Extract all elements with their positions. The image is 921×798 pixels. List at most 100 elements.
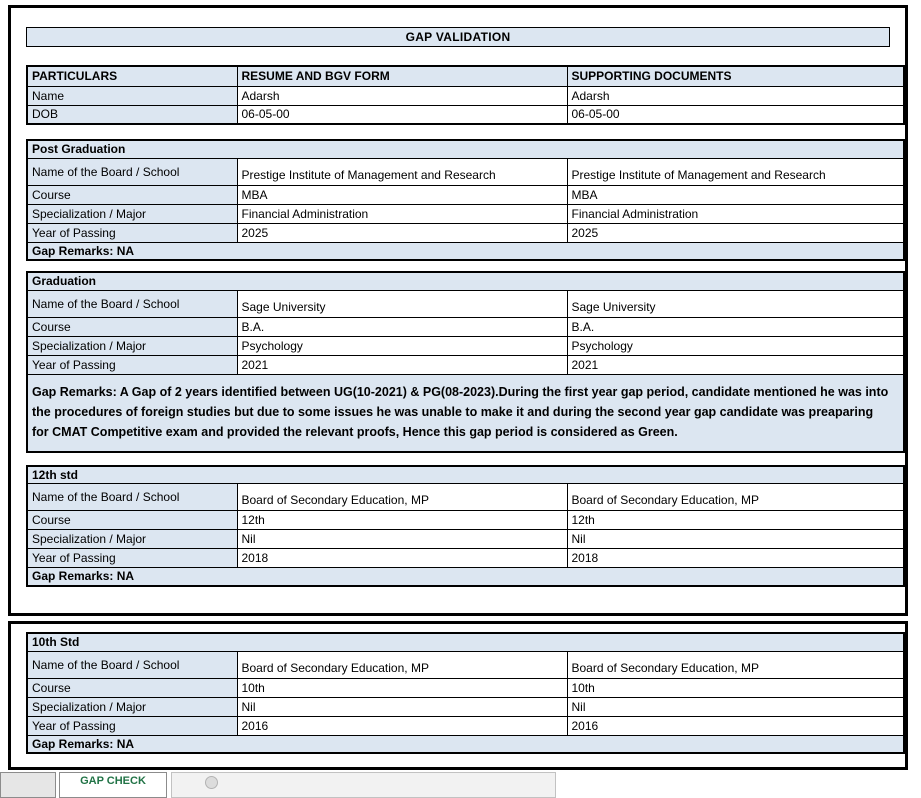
table-row: Name of the Board / School Board of Secon… bbox=[26, 650, 905, 679]
resume-value: MBA bbox=[236, 184, 568, 205]
supporting-value: 2018 bbox=[566, 548, 905, 568]
education-section-table: Graduation Name of the Board / School Sage… bbox=[26, 271, 905, 453]
section-title-row: 10th Std bbox=[26, 632, 905, 652]
education-section-table: Post Graduation Name of the Board / Schoo… bbox=[26, 139, 906, 261]
table-row: Name of the Board / School Prestige Insti… bbox=[26, 157, 905, 186]
gap-remarks-row: Gap Remarks: NA bbox=[26, 241, 905, 261]
gap-remarks: Gap Remarks: NA bbox=[26, 241, 905, 261]
resume-value: 2025 bbox=[236, 222, 568, 243]
resume-value: Nil bbox=[236, 529, 568, 549]
table-row: Course 12th 12th bbox=[26, 510, 905, 530]
table-row: Year of Passing 2025 2025 bbox=[26, 222, 905, 243]
row-label: Year of Passing bbox=[26, 548, 238, 568]
page-title: GAP VALIDATION bbox=[26, 27, 890, 47]
row-label: Specialization / Major bbox=[26, 203, 238, 224]
sheet-tab-strip bbox=[171, 772, 556, 798]
row-label: Specialization / Major bbox=[26, 335, 238, 356]
supporting-value: Nil bbox=[566, 529, 905, 549]
gap-remarks-row: Gap Remarks: NA bbox=[26, 734, 905, 754]
supporting-value: 06-05-00 bbox=[566, 104, 905, 125]
row-label: Name of the Board / School bbox=[26, 483, 238, 511]
resume-value: Sage University bbox=[236, 289, 568, 318]
row-label: Year of Passing bbox=[26, 222, 238, 243]
resume-value: 2016 bbox=[236, 715, 568, 736]
section-title: 10th Std bbox=[26, 632, 905, 652]
row-label: Name of the Board / School bbox=[26, 650, 238, 679]
sheet-tab-label: GAP CHECK bbox=[80, 775, 146, 787]
outer-frame-top: GAP VALIDATION PARTICULARS RESUME AND BGV… bbox=[8, 5, 908, 616]
table-row: Course B.A. B.A. bbox=[26, 316, 905, 337]
resume-value: Board of Secondary Education, MP bbox=[236, 483, 568, 511]
row-label: Specialization / Major bbox=[26, 529, 238, 549]
supporting-value: 2016 bbox=[566, 715, 905, 736]
row-label: Name of the Board / School bbox=[26, 157, 238, 186]
resume-value: Prestige Institute of Management and Res… bbox=[236, 157, 568, 186]
sheet-tab-bar: GAP CHECK bbox=[0, 772, 921, 798]
sheet-tab-inactive[interactable] bbox=[0, 772, 56, 798]
row-label: Name bbox=[26, 85, 238, 106]
supporting-value: 2025 bbox=[566, 222, 905, 243]
outer-frame-bottom: 10th Std Name of the Board / School Board … bbox=[8, 621, 908, 770]
supporting-value: Psychology bbox=[566, 335, 905, 356]
resume-value: 12th bbox=[236, 510, 568, 530]
education-section-table: 12th std Name of the Board / School Board … bbox=[26, 464, 905, 587]
section-title: Graduation bbox=[26, 271, 905, 291]
education-sections-bottom: 10th Std Name of the Board / School Board … bbox=[11, 632, 906, 754]
section-title: Post Graduation bbox=[26, 139, 905, 159]
row-label: Course bbox=[26, 316, 238, 337]
table-header-row: PARTICULARS RESUME AND BGV FORM SUPPORTING… bbox=[26, 65, 905, 87]
column-header: PARTICULARS bbox=[26, 65, 238, 87]
table-row: Name of the Board / School Sage Universit… bbox=[26, 289, 905, 318]
resume-value: 2018 bbox=[236, 548, 568, 568]
column-header: RESUME AND BGV FORM bbox=[236, 65, 568, 87]
supporting-value: B.A. bbox=[566, 316, 905, 337]
supporting-value: Nil bbox=[566, 696, 905, 717]
section-title-row: Graduation bbox=[26, 271, 905, 291]
row-label: Course bbox=[26, 677, 238, 698]
row-label: Specialization / Major bbox=[26, 696, 238, 717]
row-label: Course bbox=[26, 510, 238, 530]
supporting-value: Board of Secondary Education, MP bbox=[566, 483, 905, 511]
table-row: Course 10th 10th bbox=[26, 677, 905, 698]
resume-value: Nil bbox=[236, 696, 568, 717]
table-row: Course MBA MBA bbox=[26, 184, 905, 205]
add-sheet-icon[interactable] bbox=[205, 776, 218, 789]
gap-remarks: Gap Remarks: A Gap of 2 years identified… bbox=[26, 373, 905, 452]
education-sections-top: Post Graduation Name of the Board / Schoo… bbox=[11, 139, 906, 587]
table-row: Year of Passing 2016 2016 bbox=[26, 715, 905, 736]
supporting-value: MBA bbox=[566, 184, 905, 205]
table-row: Specialization / Major Financial Administ… bbox=[26, 203, 905, 224]
resume-value: Board of Secondary Education, MP bbox=[236, 650, 568, 679]
gap-remarks: Gap Remarks: NA bbox=[26, 734, 905, 754]
supporting-value: Sage University bbox=[566, 289, 905, 318]
table-row: Specialization / Major Psychology Psycholo… bbox=[26, 335, 905, 356]
resume-value: 2021 bbox=[236, 354, 568, 375]
row-label: Course bbox=[26, 184, 238, 205]
table-row: Name Adarsh Adarsh bbox=[26, 85, 905, 106]
gap-remarks-row: Gap Remarks: A Gap of 2 years identified… bbox=[26, 373, 905, 452]
gap-remarks-row: Gap Remarks: NA bbox=[26, 567, 905, 586]
resume-value: B.A. bbox=[236, 316, 568, 337]
supporting-value: 2021 bbox=[566, 354, 905, 375]
education-section-table: 10th Std Name of the Board / School Board … bbox=[26, 632, 906, 754]
column-header: SUPPORTING DOCUMENTS bbox=[566, 65, 905, 87]
table-row: Name of the Board / School Board of Secon… bbox=[26, 483, 905, 511]
row-label: Year of Passing bbox=[26, 354, 238, 375]
resume-value: 06-05-00 bbox=[236, 104, 568, 125]
table-row: DOB 06-05-00 06-05-00 bbox=[26, 104, 905, 125]
supporting-value: Board of Secondary Education, MP bbox=[566, 650, 905, 679]
section-title-row: 12th std bbox=[26, 465, 905, 484]
gap-remarks: Gap Remarks: NA bbox=[26, 567, 905, 586]
row-label: Name of the Board / School bbox=[26, 289, 238, 318]
supporting-value: 12th bbox=[566, 510, 905, 530]
resume-value: Psychology bbox=[236, 335, 568, 356]
resume-value: Adarsh bbox=[236, 85, 568, 106]
section-title: 12th std bbox=[26, 465, 905, 484]
table-row: Year of Passing 2018 2018 bbox=[26, 548, 905, 568]
sheet-tab-active[interactable]: GAP CHECK bbox=[59, 772, 167, 798]
supporting-value: Financial Administration bbox=[566, 203, 905, 224]
row-label: DOB bbox=[26, 104, 238, 125]
row-label: Year of Passing bbox=[26, 715, 238, 736]
supporting-value: 10th bbox=[566, 677, 905, 698]
table-row: Specialization / Major Nil Nil bbox=[26, 696, 905, 717]
